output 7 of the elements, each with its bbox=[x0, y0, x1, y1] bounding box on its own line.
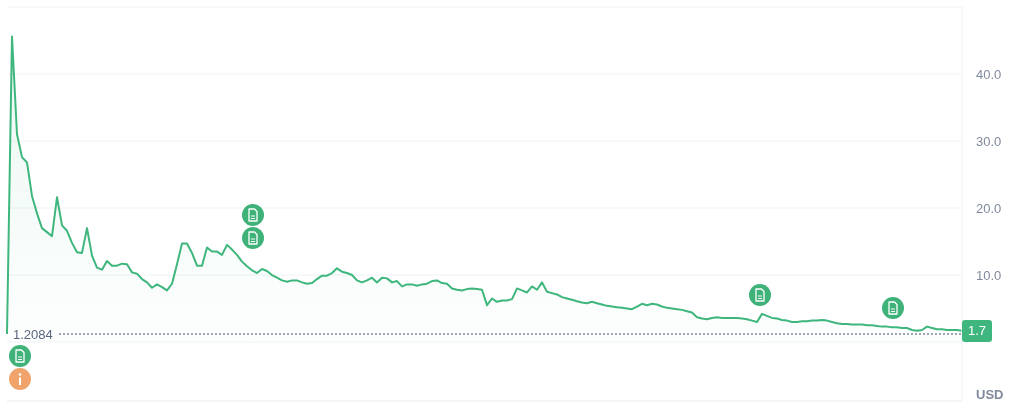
ref-line-label: 1.2084 bbox=[13, 326, 53, 342]
y-tick-label: 30.0 bbox=[976, 133, 1002, 149]
y-axis-title: USD bbox=[976, 387, 1004, 402]
annotation: 1.7 bbox=[962, 319, 993, 342]
y-tick-label: 20.0 bbox=[976, 200, 1002, 216]
y-tick-label: 40.0 bbox=[976, 66, 1002, 82]
y-tick-label: 10.0 bbox=[976, 267, 1002, 283]
